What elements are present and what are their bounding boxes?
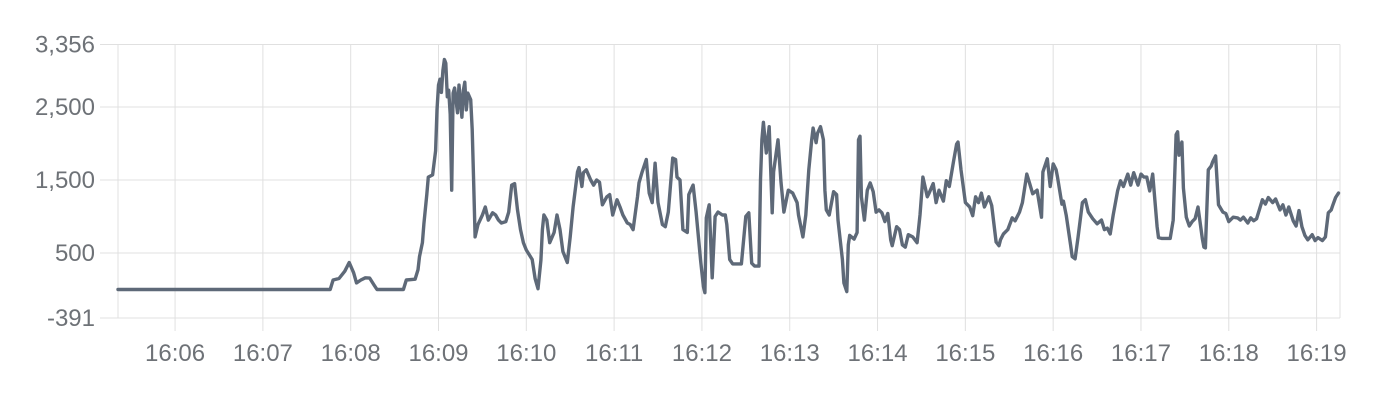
x-tick-label: 16:16 — [1023, 340, 1083, 367]
x-tick-label: 16:17 — [1111, 340, 1171, 367]
x-tick-label: 16:08 — [321, 340, 381, 367]
x-tick-label: 16:15 — [935, 340, 995, 367]
x-tick-label: 16:18 — [1199, 340, 1259, 367]
x-tick-label: 16:19 — [1287, 340, 1347, 367]
x-tick-label: 16:06 — [145, 340, 205, 367]
x-tick-label: 16:10 — [496, 340, 556, 367]
x-tick-label: 16:13 — [760, 340, 820, 367]
x-tick-label: 16:07 — [233, 340, 293, 367]
y-tick-label: 2,500 — [35, 94, 95, 121]
x-tick-label: 16:11 — [585, 340, 643, 367]
y-tick-label: 3,356 — [35, 32, 95, 59]
x-tick-label: 16:14 — [848, 340, 908, 367]
x-tick-label: 16:09 — [408, 340, 468, 367]
x-tick-label: 16:12 — [672, 340, 732, 367]
y-tick-label: 1,500 — [35, 167, 95, 194]
series-line — [116, 57, 1341, 295]
y-tick-label: 500 — [55, 240, 95, 267]
y-tick-label: -391 — [47, 305, 95, 332]
